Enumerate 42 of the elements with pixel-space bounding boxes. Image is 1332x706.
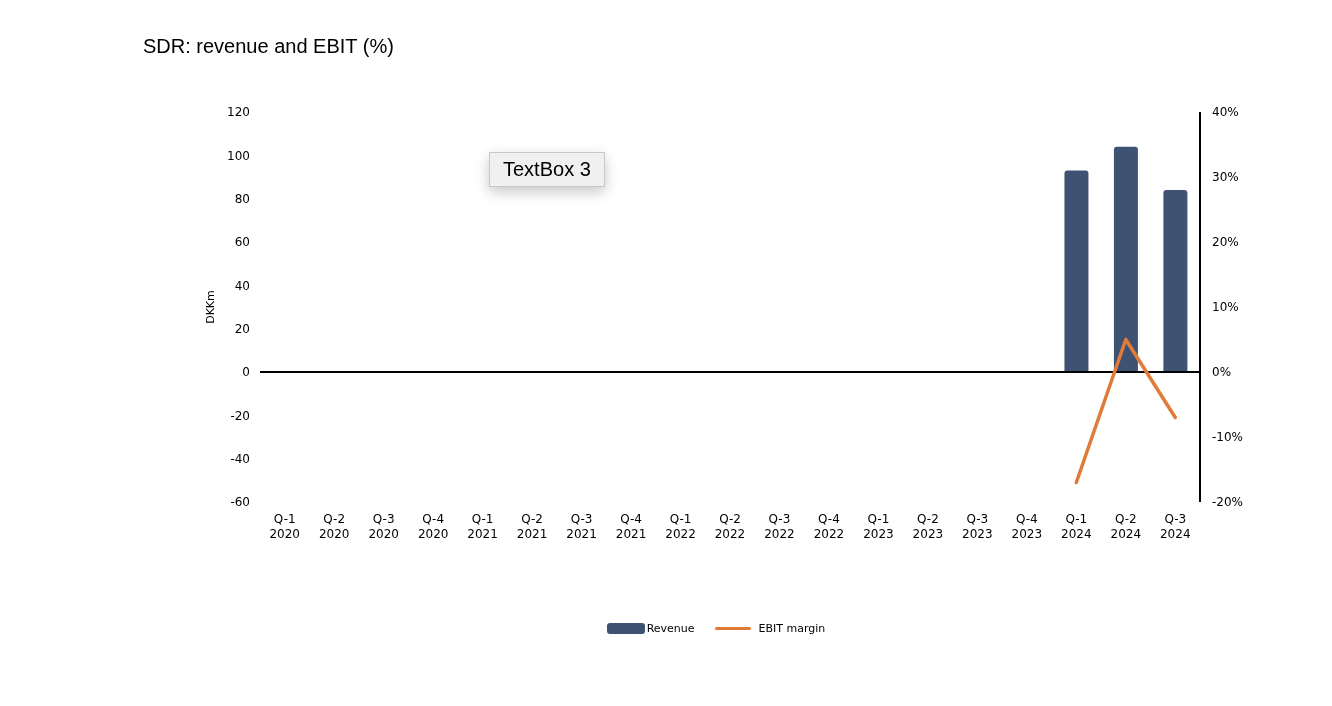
x-tick-label: Q-1 2023 bbox=[863, 511, 894, 541]
y-tick-label: 40 bbox=[234, 278, 250, 293]
y-tick-label: 0 bbox=[242, 365, 250, 380]
x-tick-label: Q-2 2020 bbox=[318, 511, 350, 541]
x-tick-label: Q-3 2023 bbox=[962, 511, 993, 541]
legend-label: Revenue bbox=[646, 622, 695, 635]
y2-tick-label: 20% bbox=[1212, 235, 1239, 250]
y-tick-label: 60 bbox=[234, 235, 250, 250]
x-tick-label: Q-3 2020 bbox=[368, 511, 399, 541]
x-tick-label: Q-4 2022 bbox=[813, 511, 845, 541]
x-tick-label: Q-1 2021 bbox=[467, 511, 498, 541]
y2-tick-label: 40% bbox=[1212, 105, 1239, 120]
y-tick-label: 80 bbox=[234, 191, 250, 206]
y-tick-label: 100 bbox=[227, 148, 250, 163]
chart-title: SDR: revenue and EBIT (%) bbox=[143, 35, 394, 58]
x-tick-label: Q-3 2021 bbox=[566, 511, 597, 541]
x-tick-label: Q-4 2021 bbox=[615, 511, 647, 541]
x-tick-label: Q-3 2024 bbox=[1159, 511, 1191, 541]
y2-tick-label: -10% bbox=[1212, 430, 1244, 445]
y-axis-title: DKKm bbox=[203, 290, 217, 324]
y-tick-label: -40 bbox=[230, 451, 250, 466]
x-tick-label: Q-4 2023 bbox=[1011, 511, 1043, 541]
text-box: TextBox 3 bbox=[489, 152, 605, 187]
y-tick-label: 120 bbox=[227, 105, 250, 120]
y2-tick-label: -20% bbox=[1212, 495, 1244, 510]
x-tick-label: Q-2 2023 bbox=[912, 511, 944, 541]
annotation: TextBox 3 bbox=[503, 158, 591, 180]
y-tick-label: -60 bbox=[230, 495, 250, 510]
x-tick-label: Q-1 2022 bbox=[665, 511, 696, 541]
x-tick-label: Q-3 2022 bbox=[764, 511, 795, 541]
y-tick-label: 20 bbox=[234, 321, 250, 336]
x-tick-label: Q-2 2022 bbox=[714, 511, 746, 541]
x-tick-label: Q-1 2024 bbox=[1061, 511, 1092, 541]
x-tick-label: Q-2 2021 bbox=[516, 511, 548, 541]
y2-tick-label: 30% bbox=[1212, 170, 1239, 185]
y2-tick-label: 10% bbox=[1212, 300, 1239, 315]
legend-label: EBIT margin bbox=[758, 622, 826, 635]
x-tick-label: Q-1 2020 bbox=[269, 511, 301, 541]
y-tick-label: -20 bbox=[230, 408, 250, 423]
x-tick-label: Q-4 2020 bbox=[417, 511, 449, 541]
x-tick-label: Q-2 2024 bbox=[1110, 511, 1142, 541]
y2-tick-label: 0% bbox=[1212, 365, 1232, 380]
